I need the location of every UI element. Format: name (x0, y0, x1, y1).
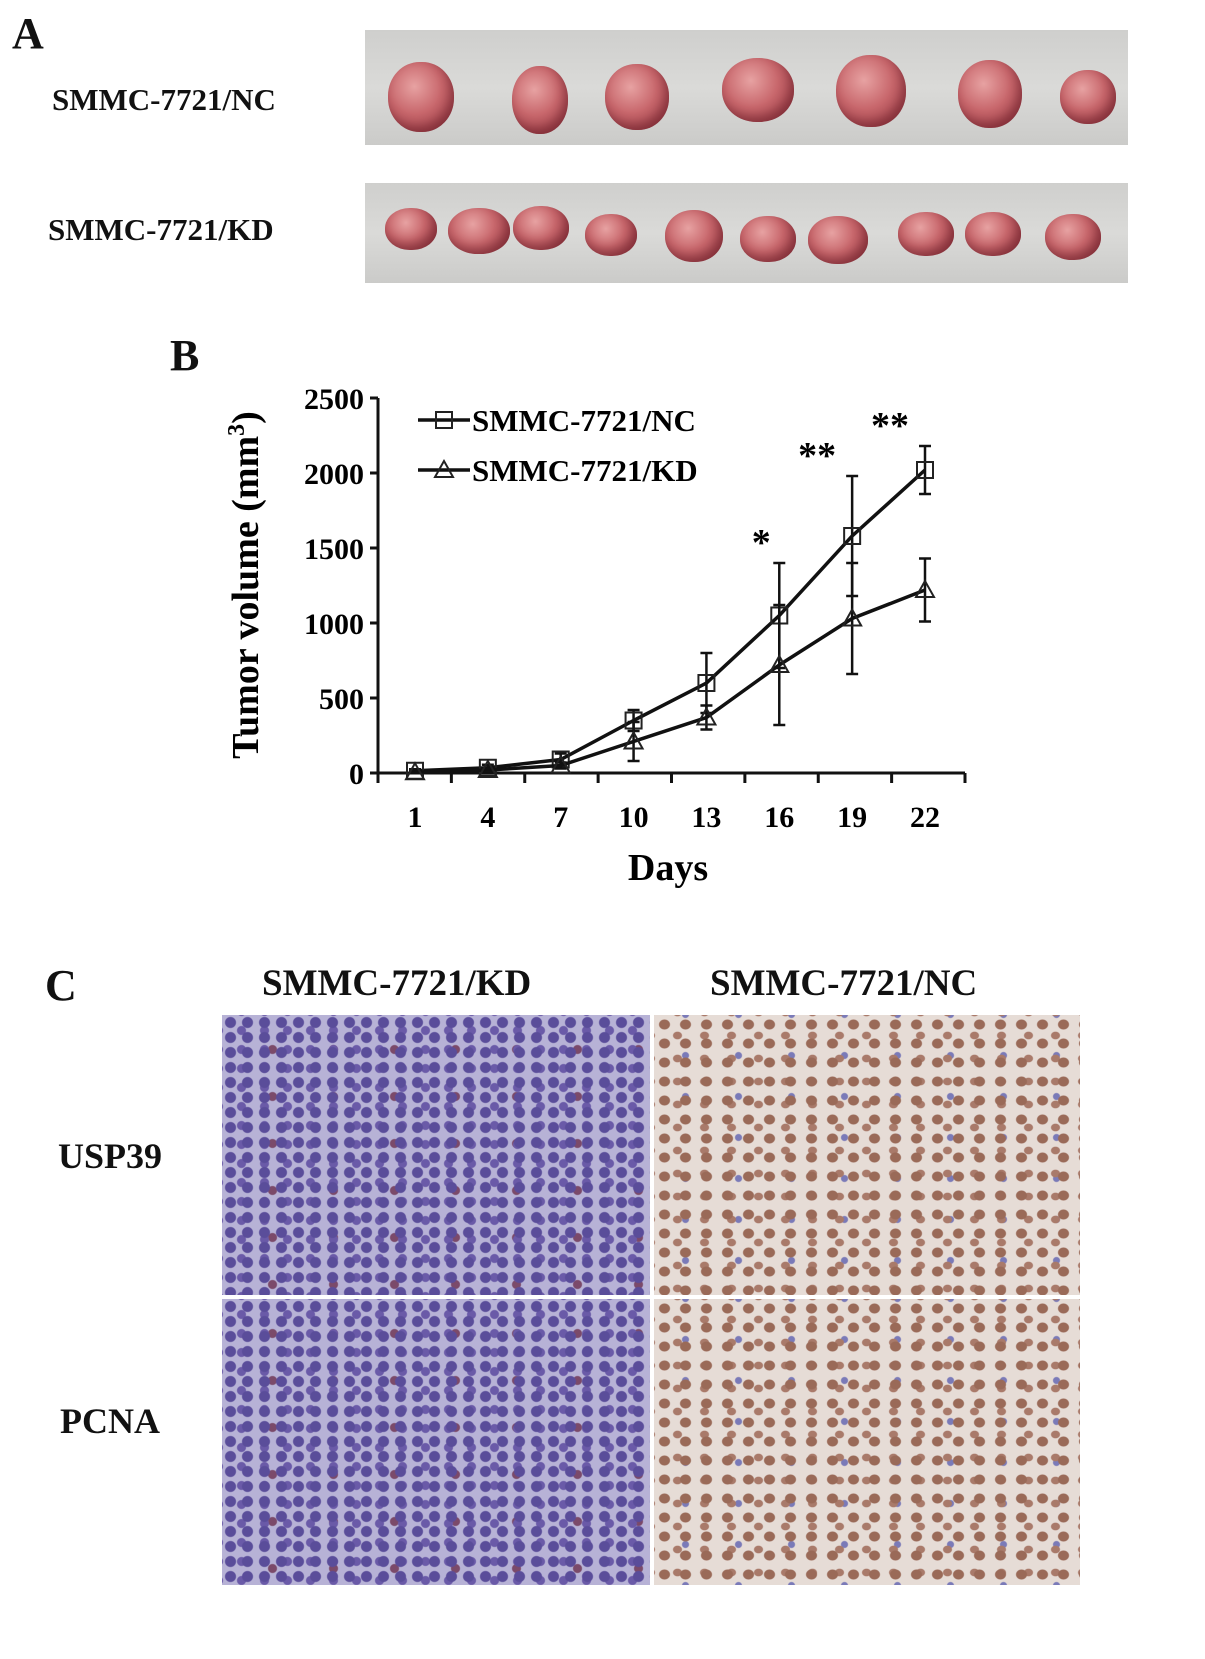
tumor (385, 208, 437, 250)
data-point (695, 706, 718, 726)
x-tick-label: 10 (619, 801, 649, 834)
panel-c-label: C (45, 961, 77, 1010)
data-point (841, 607, 863, 627)
tumor (808, 216, 868, 264)
x-tick-label: 16 (764, 801, 794, 834)
data-point (697, 674, 716, 692)
legend-marker (435, 411, 453, 429)
data-point (843, 527, 862, 545)
tumor (1060, 70, 1116, 124)
significance-marker: * (752, 522, 771, 564)
tumor (605, 64, 669, 130)
tumor (665, 210, 723, 262)
significance-marker: ** (798, 435, 836, 477)
tumor (898, 212, 954, 256)
data-point (914, 578, 936, 598)
tumor (512, 66, 568, 134)
tumor-photo-nc (365, 30, 1128, 145)
data-point (477, 758, 499, 778)
tumor (722, 58, 794, 122)
x-tick-label: 22 (910, 801, 940, 834)
y-tick-label: 1500 (304, 533, 364, 566)
legend-marker (433, 458, 455, 478)
y-axis-title: Tumor volume (mm3) (224, 411, 267, 759)
tumor (448, 208, 510, 254)
y-tick-label: 0 (349, 758, 364, 791)
legend-label: SMMC-7721/NC (472, 403, 696, 438)
tumor (958, 60, 1022, 128)
panel-a-label: A (12, 9, 44, 58)
x-axis-title: Days (628, 847, 708, 889)
row-label-pcna: PCNA (60, 1401, 160, 1441)
data-point (550, 754, 572, 774)
x-tick-label: 13 (691, 801, 721, 834)
tumor-volume-chart: 0 500 1000 1500 2000 2500 1 4 7 10 13 16 19 22 Days Tum… (224, 383, 967, 889)
row-label-kd: SMMC-7721/KD (48, 212, 274, 247)
tumor-photo-kd (365, 183, 1128, 283)
y-tick-label: 1000 (304, 608, 364, 641)
panel-b-label: B (170, 331, 200, 380)
ihc-image-usp39-kd (222, 1015, 650, 1295)
tumor (836, 55, 906, 127)
series-line-nc (414, 468, 927, 773)
data-point (768, 653, 790, 673)
data-point (622, 730, 645, 750)
tumor (1045, 214, 1101, 260)
row-label-usp39: USP39 (58, 1136, 163, 1176)
series-line-kd (414, 588, 926, 774)
x-tick-label: 19 (837, 801, 867, 834)
column-label-nc: SMMC-7721/NC (710, 963, 978, 1004)
row-label-nc: SMMC-7721/NC (52, 82, 276, 117)
tumor (388, 62, 454, 132)
x-tick-label: 1 (408, 801, 423, 834)
x-tick-label: 7 (553, 801, 568, 834)
ihc-image-usp39-nc (654, 1015, 1080, 1295)
ihc-image-pcna-kd (222, 1299, 650, 1585)
tumor (740, 216, 796, 262)
tumor (965, 212, 1021, 256)
x-tick-label: 4 (480, 801, 495, 834)
significance-marker: ** (871, 405, 909, 447)
y-tick-label: 2000 (304, 458, 364, 491)
y-tick-label: 500 (319, 683, 364, 716)
legend-label: SMMC-7721/KD (472, 453, 698, 488)
y-tick-label: 2500 (304, 383, 364, 416)
ihc-image-pcna-nc (654, 1299, 1080, 1585)
data-point (916, 461, 934, 479)
column-label-kd: SMMC-7721/KD (262, 963, 532, 1004)
tumor (513, 206, 569, 250)
tumor (585, 214, 637, 256)
data-point (404, 761, 426, 781)
